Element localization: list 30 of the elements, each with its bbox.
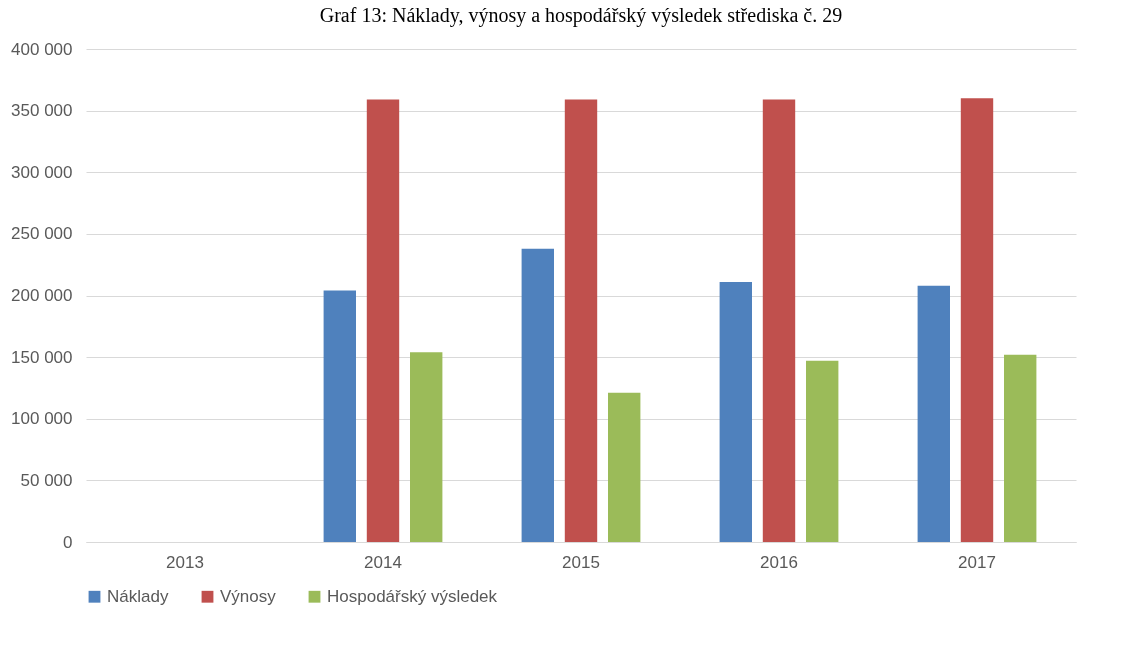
y-tick-label: 150 000 (11, 347, 73, 367)
y-tick-label: 400 000 (11, 39, 73, 59)
y-tick-label: 250 000 (11, 224, 73, 244)
bar (960, 98, 994, 542)
x-tick-label: 2013 (166, 552, 204, 572)
legend-label: Hospodářský výsledek (327, 586, 498, 606)
x-tick-label: 2016 (760, 552, 798, 572)
legend-label: Náklady (107, 586, 169, 606)
x-tick-label: 2017 (958, 552, 996, 572)
chart-title: Graf 13: Náklady, výnosy a hospodářský výsledek střediska č. 29 (319, 4, 843, 27)
y-tick-label: 200 000 (11, 286, 73, 305)
bar (1004, 354, 1037, 542)
y-tick-label: 50 000 (20, 470, 73, 490)
bar (762, 99, 796, 542)
y-tick-label: 0 (63, 532, 73, 552)
bar (521, 248, 554, 542)
bar (608, 392, 641, 542)
y-tick-label: 300 000 (11, 162, 73, 182)
legend-label: Výnosy (220, 586, 277, 606)
x-tick-label: 2015 (562, 552, 600, 572)
bar (323, 290, 356, 542)
bar (806, 360, 839, 542)
bar (366, 99, 400, 542)
bar (410, 352, 443, 542)
bar (719, 281, 752, 542)
y-tick-label: 100 000 (11, 409, 73, 429)
bar (564, 99, 598, 542)
x-tick-label: 2014 (364, 552, 402, 572)
y-tick-label: 350 000 (11, 101, 73, 121)
bar (917, 285, 950, 542)
